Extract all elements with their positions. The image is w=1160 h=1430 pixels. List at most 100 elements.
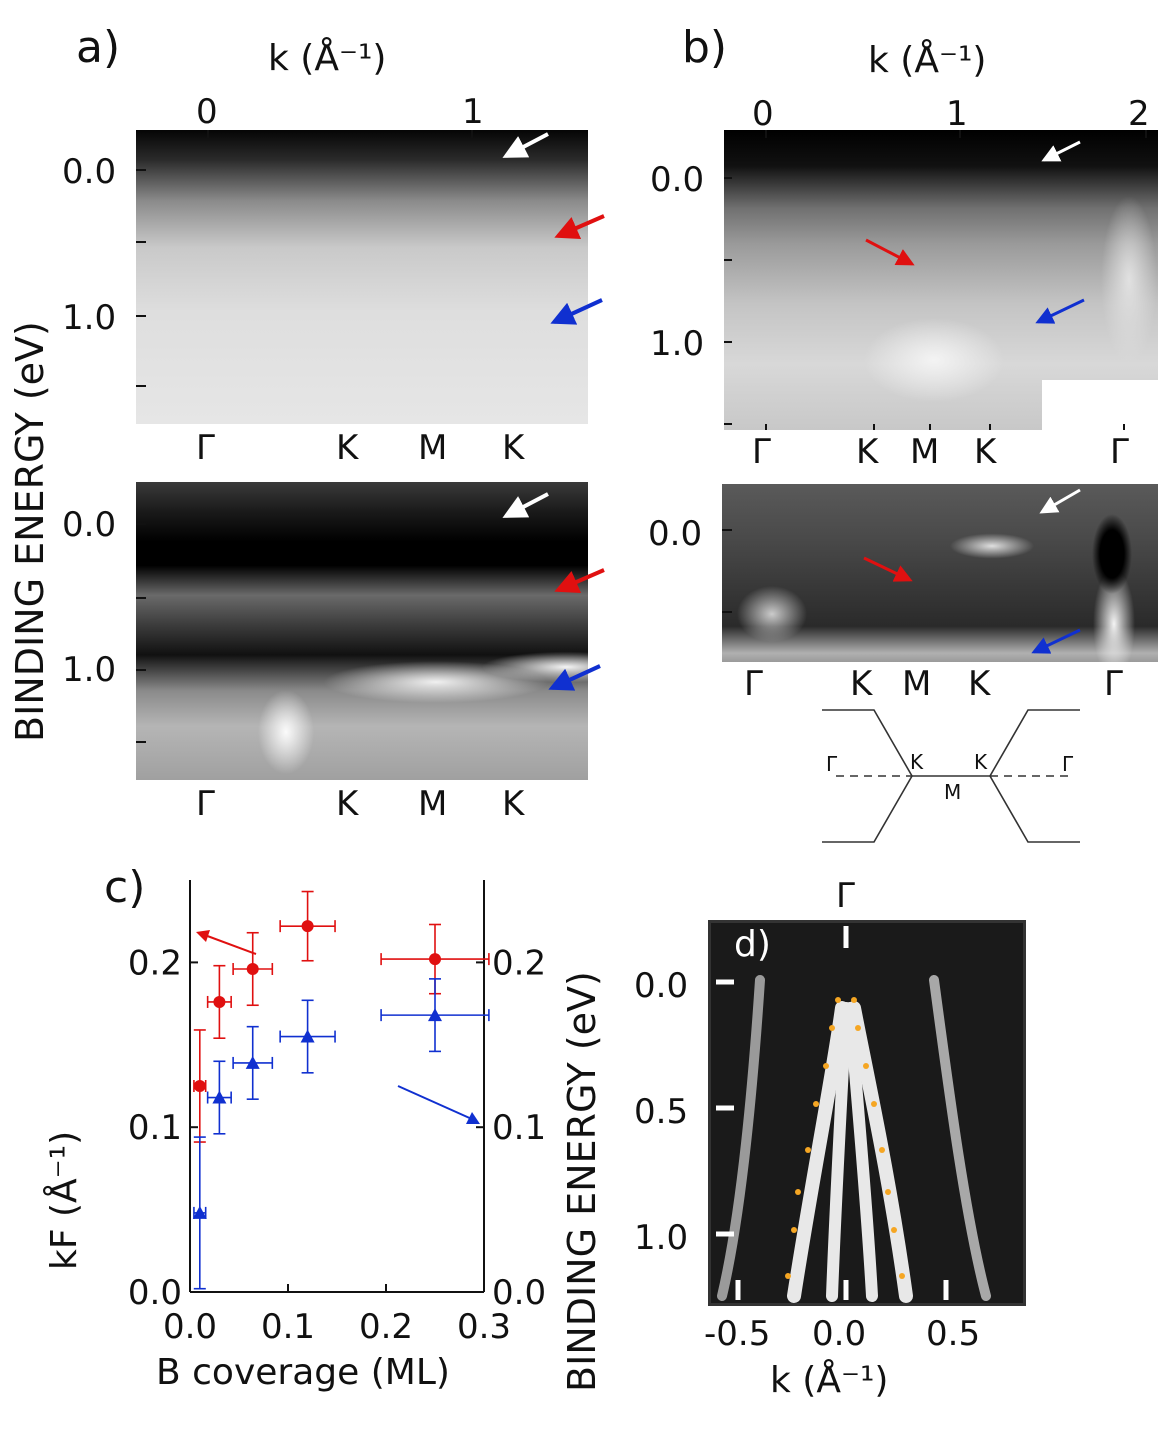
bz-label-gamma-left: Γ [826, 752, 838, 776]
chart-c-series-1-point-1-marker [212, 1090, 227, 1104]
panel-d-x-tick-2: 0.5 [926, 1314, 981, 1354]
chart-c-x-tick-3: 0.3 [457, 1307, 511, 1347]
panel-d-x-title: k (Å⁻¹) [770, 1360, 889, 1401]
chart-c-x-tick-0: 0.0 [163, 1307, 217, 1347]
panel-a-tick-marks [136, 130, 473, 743]
panel-a-energy-tick-top-0: 0.0 [62, 152, 117, 192]
panel-d-band-left-inner [826, 1002, 852, 1302]
panel-c-label: c) [104, 862, 146, 913]
panel-b-white-arrow-top [1041, 140, 1081, 162]
panel-a-energy-tick-top-1: 1.0 [62, 298, 117, 338]
panel-b-red-arrow-bottom [863, 556, 913, 582]
panel-a-blue-arrow-top [550, 298, 603, 325]
panel-a-blue-arrow-bottom [548, 664, 601, 691]
panel-d-tick-marks [716, 926, 949, 1300]
bz-label-k-left: K [910, 750, 924, 774]
chart-c-series-1-point-3-marker [300, 1029, 315, 1043]
panel-a-arpes-raw-image [136, 130, 588, 424]
chart-c-y-tick-0: 0.0 [128, 1273, 182, 1313]
chart-c-series-0-point-1-marker [213, 995, 226, 1008]
bz-label-k-right: K [974, 750, 988, 774]
chart-c-yr-tick-2: 0.2 [492, 943, 546, 983]
panel-a-arrows [502, 132, 605, 691]
panel-b-arpes-second-derivative-image [722, 484, 1158, 662]
panel-d-band-right-outer [847, 1001, 913, 1303]
panel-b-sym-top-k1: K [856, 432, 879, 472]
panel-a-k-tick-0: 0 [196, 92, 218, 132]
panel-d-band-side-right [929, 975, 991, 1301]
chart-c-series-0-point-0-marker [193, 1080, 206, 1092]
panel-b-red-arrow-top [865, 238, 915, 266]
panel-b-energy-tick-top-1: 1.0 [650, 324, 705, 364]
chart-c-blue-arrow-head [466, 1112, 480, 1124]
chart-c-x-tick-2: 0.2 [359, 1307, 413, 1347]
panel-c-chart: 0.0 0.1 0.2 0.30.00.10.20.00.10.2 [128, 880, 546, 1347]
panel-a-white-arrow-top [502, 132, 549, 158]
panel-d-label: d) [734, 924, 771, 965]
bz-label-gamma-right: Γ [1062, 752, 1074, 776]
panel-a-label: a) [76, 22, 121, 73]
chart-c-series-1-point-4-marker [428, 1008, 442, 1022]
chart-c-series-1-point-2-marker [245, 1055, 260, 1069]
chart-c-series-0-point-4-marker [429, 953, 441, 966]
panel-b-sym-bottom-k2: K [968, 664, 991, 704]
panel-b-blue-arrow-bottom [1031, 628, 1081, 654]
panel-b-tick-marks [722, 130, 1147, 613]
panel-d-fit-dots [785, 997, 905, 1279]
panel-b-sym-bottom-gamma1: Γ [744, 664, 763, 704]
panel-a-k-tick-1: 1 [462, 92, 484, 132]
panel-a-sym-top-k1: K [336, 428, 359, 468]
chart-c-series-1-point-0-marker [192, 1205, 207, 1219]
chart-c-yr-tick-1: 0.1 [492, 1108, 546, 1148]
chart-c-x-tick-1: 0.1 [261, 1307, 315, 1347]
panel-a-energy-tick-bottom-0: 0.0 [62, 505, 117, 545]
panel-a-sym-top-gamma: Γ [196, 428, 215, 468]
panel-b-sym-bottom-gamma2: Γ [1104, 664, 1123, 704]
chart-c-y-tick-1: 0.1 [128, 1108, 182, 1148]
panel-b-energy-tick-bottom-0: 0.0 [648, 514, 703, 554]
panel-a-sym-bottom-k2: K [502, 784, 525, 824]
panel-d-band-left-outer [787, 1001, 849, 1303]
panel-b-k-title: k (Å⁻¹) [868, 40, 987, 81]
panel-b-white-arrow-bottom [1039, 488, 1081, 514]
panel-a-white-arrow-bottom [502, 492, 549, 518]
panel-b-sym-top-m: M [910, 432, 940, 472]
panel-a-red-arrow-top [554, 214, 605, 240]
panel-b-sym-bottom-m: M [902, 664, 932, 704]
bz-schematic [822, 709, 1080, 843]
panel-b-sym-top-k2: K [974, 432, 997, 472]
panel-b-white-patch [1042, 380, 1158, 430]
panel-b-k-tick-1: 1 [946, 94, 968, 134]
panel-d-x-tick-1: 0.0 [812, 1314, 867, 1354]
panel-a-arpes-second-derivative-image [136, 482, 588, 780]
bz-label-m: M [944, 780, 962, 804]
panel-a-red-arrow-bottom [554, 568, 605, 594]
chart-c-red-arrow-line [201, 933, 257, 955]
panel-b-sym-top-gamma1: Γ [752, 432, 771, 472]
panel-b-sym-bottom-k1: K [850, 664, 873, 704]
chart-c-blue-arrow-line [397, 1085, 475, 1121]
chart-c-series-0-point-2-marker [246, 962, 259, 975]
panel-b-energy-tick-top-0: 0.0 [650, 160, 705, 200]
panel-b-label: b) [682, 22, 728, 73]
panel-a-sym-top-k2: K [502, 428, 525, 468]
chart-c-red-arrow-head [196, 930, 210, 942]
panel-b-k-tick-0: 0 [752, 94, 774, 134]
panel-b-sym-top-gamma2: Γ [1110, 432, 1129, 472]
chart-c-series-0-point-3-marker [301, 920, 314, 933]
panel-d-y-tick-1: 0.5 [634, 1092, 689, 1132]
panel-d-gamma-label: Γ [836, 876, 855, 916]
panel-a-sym-top-m: M [418, 428, 448, 468]
panel-a-k-title: k (Å⁻¹) [268, 38, 387, 79]
panel-d-band-side-left [717, 975, 765, 1301]
panel-d-y-tick-2: 1.0 [634, 1218, 689, 1258]
panel-d-band-right-inner [844, 1002, 878, 1302]
chart-c-yr-tick-0: 0.0 [492, 1273, 546, 1313]
panel-a-sym-bottom-gamma: Γ [196, 784, 215, 824]
panel-d-x-tick-0: -0.5 [704, 1314, 771, 1354]
panel-a-energy-tick-bottom-1: 1.0 [62, 650, 117, 690]
panel-b-arrows [863, 140, 1085, 654]
panel-d-bands [717, 975, 991, 1303]
panel-b-blue-arrow-top [1035, 298, 1085, 324]
